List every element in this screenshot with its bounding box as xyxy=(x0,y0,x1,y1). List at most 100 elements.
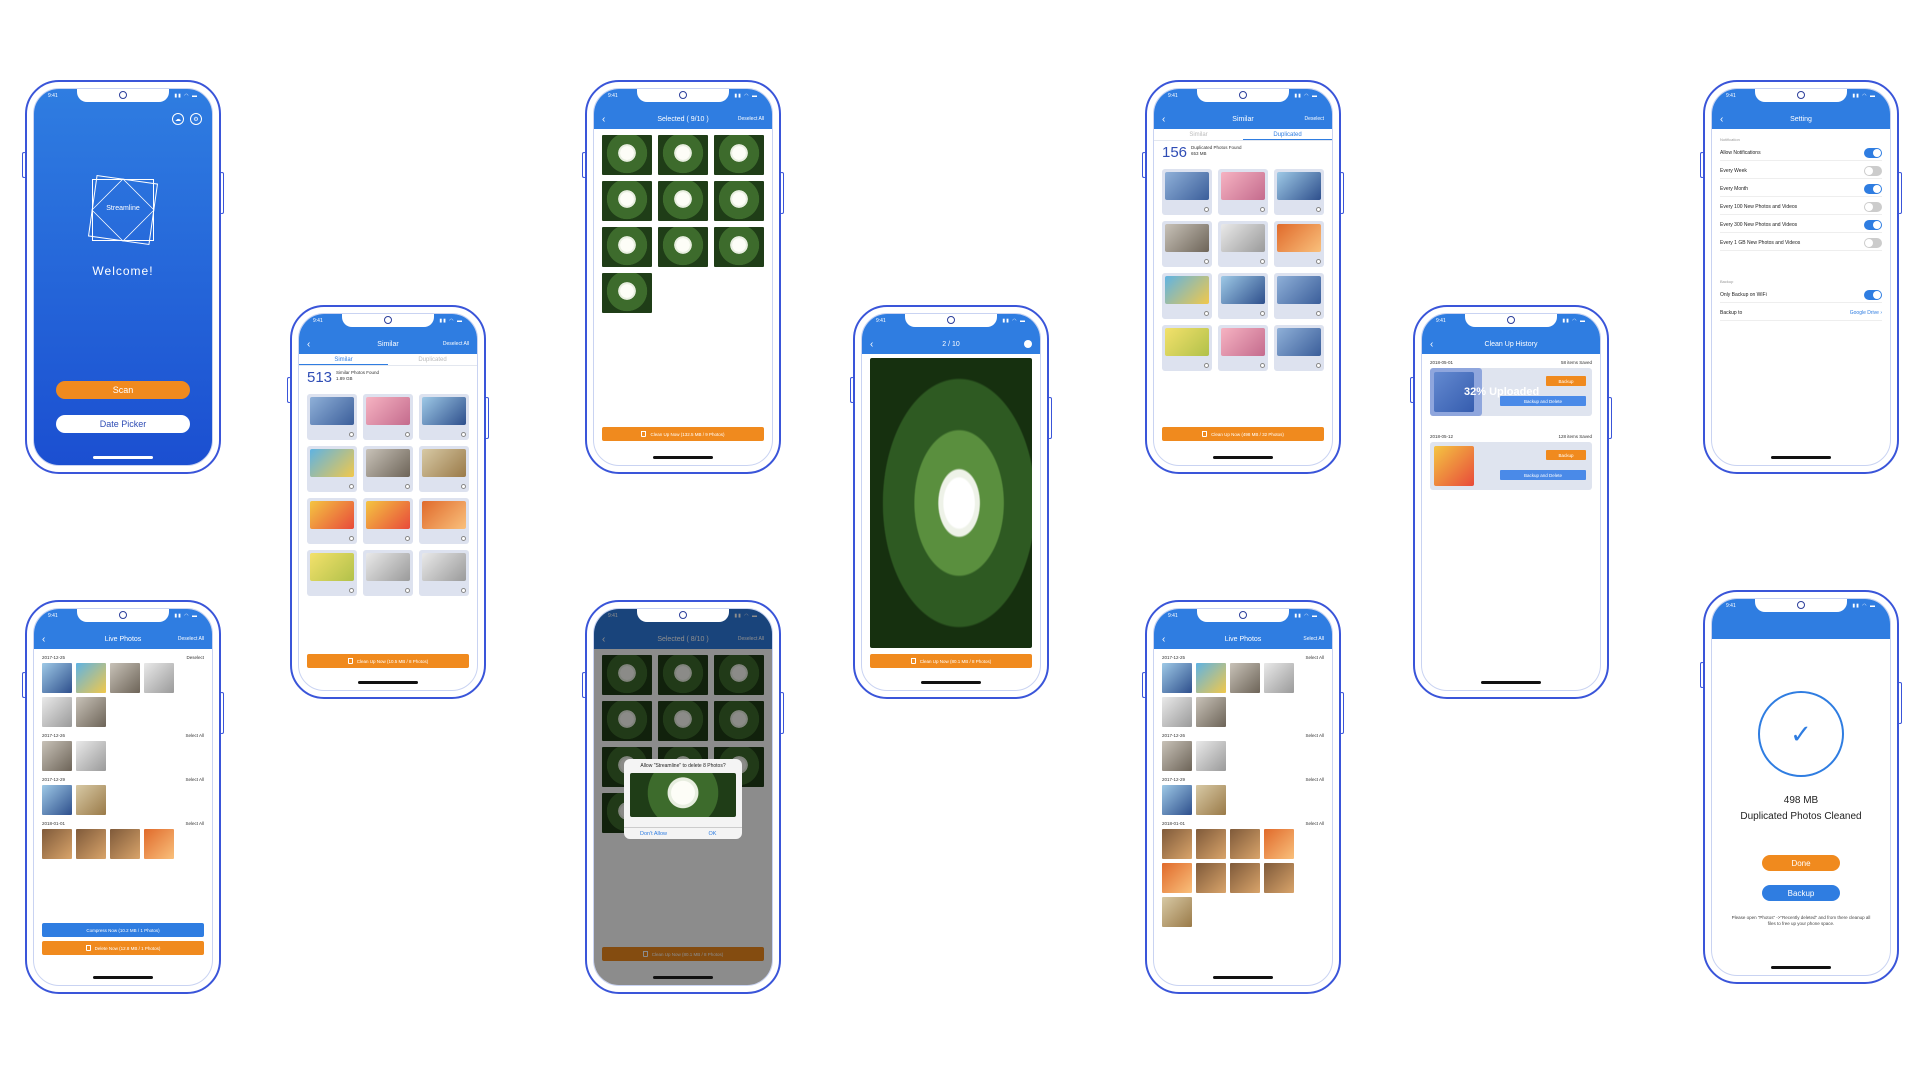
back-chevron-icon[interactable]: ‹ xyxy=(602,634,606,645)
deselect-all-button[interactable]: Deselect All xyxy=(442,341,469,347)
back-chevron-icon[interactable]: ‹ xyxy=(307,339,311,350)
group-card[interactable] xyxy=(363,550,413,596)
deselect-all-button[interactable]: Deselect All xyxy=(737,116,764,122)
photo-thumb[interactable] xyxy=(602,135,652,175)
photo-thumb[interactable] xyxy=(658,227,708,267)
back-chevron-icon[interactable]: ‹ xyxy=(870,339,874,350)
group-card[interactable] xyxy=(363,446,413,492)
done-button[interactable]: Done xyxy=(1762,855,1840,871)
photo-thumb[interactable] xyxy=(714,135,764,175)
tab-similar[interactable]: Similar xyxy=(299,354,388,365)
photo-thumb[interactable] xyxy=(1162,829,1192,859)
photo-thumb[interactable] xyxy=(42,741,72,771)
photo-thumb[interactable] xyxy=(1230,863,1260,893)
ok-button[interactable]: OK xyxy=(708,831,717,837)
photo-thumb[interactable] xyxy=(76,741,106,771)
clean-up-button[interactable]: Clean Up Now (132.5 MB / 9 Photos) xyxy=(602,427,764,441)
group-card[interactable] xyxy=(363,498,413,544)
photo-thumb[interactable] xyxy=(658,181,708,221)
tab-duplicated[interactable]: Duplicated xyxy=(418,357,447,363)
scan-button[interactable]: Scan xyxy=(56,381,190,399)
photo-thumb[interactable] xyxy=(602,273,652,313)
photo-thumb[interactable] xyxy=(42,785,72,815)
back-chevron-icon[interactable]: ‹ xyxy=(602,114,606,125)
photo-thumb[interactable] xyxy=(1196,863,1226,893)
backup-button[interactable]: Backup xyxy=(1762,885,1840,901)
notification-toggle[interactable] xyxy=(1864,147,1882,158)
group-card[interactable] xyxy=(1218,169,1268,215)
select-circle-icon[interactable] xyxy=(1024,340,1032,348)
notification-toggle[interactable] xyxy=(1864,237,1882,248)
gear-icon[interactable]: ⚙ xyxy=(190,113,202,125)
deselect-all-button[interactable]: Deselect All xyxy=(177,636,204,642)
group-card[interactable] xyxy=(1274,273,1324,319)
backup-destination[interactable]: Google Drive › xyxy=(1849,309,1882,316)
photo-thumb[interactable] xyxy=(1264,863,1294,893)
group-card[interactable] xyxy=(1162,221,1212,267)
tab-similar[interactable]: Similar xyxy=(1189,132,1208,138)
wifi-toggle[interactable] xyxy=(1864,289,1882,300)
photo-thumb[interactable] xyxy=(110,663,140,693)
photo-thumb[interactable] xyxy=(1264,663,1294,693)
photo-thumb[interactable] xyxy=(76,829,106,859)
group-card[interactable] xyxy=(363,394,413,440)
back-chevron-icon[interactable]: ‹ xyxy=(1720,114,1724,125)
notification-toggle[interactable] xyxy=(1864,183,1882,194)
group-card[interactable] xyxy=(1162,273,1212,319)
photo-thumb[interactable] xyxy=(144,829,174,859)
notification-toggle[interactable] xyxy=(1864,165,1882,176)
compress-button[interactable]: Compress Now (10.2 MB / 1 Photos) xyxy=(42,923,204,937)
group-card[interactable] xyxy=(1274,221,1324,267)
photo-thumb[interactable] xyxy=(1162,741,1192,771)
photo-thumb[interactable] xyxy=(1196,741,1226,771)
deselect-all-button[interactable]: Deselect All xyxy=(737,636,764,642)
tab-duplicated[interactable]: Duplicated xyxy=(1243,129,1332,140)
photo-thumb[interactable] xyxy=(1162,697,1192,727)
select-all-button[interactable]: Select All xyxy=(1303,636,1324,642)
photo-thumb[interactable] xyxy=(1196,829,1226,859)
clean-up-button[interactable]: Clean Up Now (10.5 MB / 8 Photos) xyxy=(307,654,469,668)
dont-allow-button[interactable]: Don't Allow xyxy=(639,831,668,837)
back-chevron-icon[interactable]: ‹ xyxy=(42,634,46,645)
back-chevron-icon[interactable]: ‹ xyxy=(1162,114,1166,125)
photo-thumb[interactable] xyxy=(1196,697,1226,727)
group-card[interactable] xyxy=(307,394,357,440)
photo-thumb[interactable] xyxy=(1162,663,1192,693)
photo-thumb[interactable] xyxy=(714,181,764,221)
group-card[interactable] xyxy=(307,550,357,596)
photo-thumb[interactable] xyxy=(110,829,140,859)
settings-row-backup-to[interactable]: Backup to Google Drive › xyxy=(1720,305,1882,321)
group-card[interactable] xyxy=(419,498,469,544)
clean-up-button[interactable]: Clean Up Now (80.1 MB / 8 Photos) xyxy=(870,654,1032,668)
group-card[interactable] xyxy=(1218,221,1268,267)
photo-thumb[interactable] xyxy=(1230,829,1260,859)
back-chevron-icon[interactable]: ‹ xyxy=(1430,339,1434,350)
group-card[interactable] xyxy=(1218,273,1268,319)
photo-thumb[interactable] xyxy=(1230,663,1260,693)
date-picker-button[interactable]: Date Picker xyxy=(56,415,190,433)
backup-delete-button[interactable]: Backup and Delete xyxy=(1500,396,1586,406)
notification-toggle[interactable] xyxy=(1864,219,1882,230)
photo-thumb[interactable] xyxy=(602,227,652,267)
photo-thumb[interactable] xyxy=(76,785,106,815)
backup-button[interactable]: Backup xyxy=(1546,376,1586,386)
photo-thumb[interactable] xyxy=(602,181,652,221)
photo-thumb[interactable] xyxy=(42,697,72,727)
photo-thumb[interactable] xyxy=(42,829,72,859)
group-card[interactable] xyxy=(1274,325,1324,371)
photo-thumb[interactable] xyxy=(1196,663,1226,693)
group-card[interactable] xyxy=(307,446,357,492)
group-card[interactable] xyxy=(1274,169,1324,215)
cloud-icon[interactable]: ☁ xyxy=(172,113,184,125)
photo-thumb[interactable] xyxy=(1162,785,1192,815)
photo-thumb[interactable] xyxy=(658,135,708,175)
backup-button[interactable]: Backup xyxy=(1546,450,1586,460)
photo-thumb[interactable] xyxy=(1162,863,1192,893)
notification-toggle[interactable] xyxy=(1864,201,1882,212)
group-card[interactable] xyxy=(419,394,469,440)
delete-button[interactable]: Delete Now (12.8 MB / 1 Photos) xyxy=(42,941,204,955)
group-card[interactable] xyxy=(419,550,469,596)
deselect-button[interactable]: Deselect xyxy=(1304,116,1324,122)
photo-thumb[interactable] xyxy=(1264,829,1294,859)
photo-thumb[interactable] xyxy=(76,663,106,693)
